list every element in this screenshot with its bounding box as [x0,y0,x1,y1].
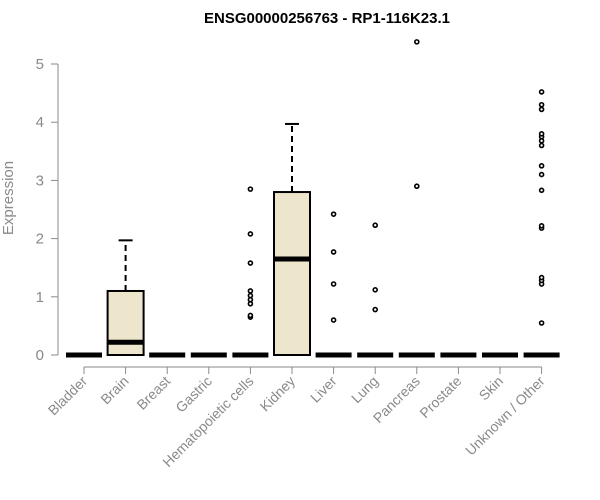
outlier-point [247,312,254,319]
y-tick-label: 1 [36,289,44,306]
outlier-point [247,288,254,294]
outlier-point [538,274,545,281]
outlier-point [372,306,379,313]
outlier-point [247,186,254,192]
outlier-point [413,39,420,45]
x-tick-label: Prostate [416,373,464,421]
box-unknown-other [523,89,560,358]
x-tick-label: Lung [348,373,381,406]
y-tick-label: 2 [36,231,44,248]
outlier-point [538,106,545,113]
iqr-box [273,191,311,356]
outlier-point [538,101,545,108]
outlier-point [372,222,379,229]
box-brain [106,239,145,357]
outlier-point [372,287,379,293]
y-axis: 0 1 2 3 4 5 [36,56,59,364]
box-hematopoietic-cells [232,186,269,358]
x-tick-label: Brain [97,373,131,407]
x-tick-label: Unknown / Other [462,373,548,459]
outlier-point [538,142,545,149]
x-tick-label: Liver [307,373,340,406]
outlier-point [538,131,545,137]
x-tick-label: Skin [476,373,507,404]
y-axis-label: Expression [0,161,17,235]
chart-title: ENSG00000256763 - RP1-116K23.1 [204,10,450,27]
outlier-point [330,281,337,287]
y-tick-label: 5 [36,56,44,73]
x-tick-label: Bladder [45,373,91,419]
outlier-point [538,320,545,326]
outlier-point [538,187,545,194]
y-tick-label: 4 [36,114,44,131]
box-liver [315,211,352,358]
outlier-point [330,249,337,255]
outlier-point [538,163,545,169]
outlier-point [330,211,337,217]
outlier-point [538,89,545,95]
y-tick-label: 0 [36,347,44,364]
iqr-box [106,289,145,357]
box-pancreas [398,39,435,358]
outlier-point [247,231,254,237]
outlier-point [247,260,254,266]
outlier-point [413,183,420,190]
box-lung [357,222,394,358]
x-tick-label: Kidney [257,373,299,415]
outlier-point [247,292,254,299]
outlier-point [330,317,337,323]
outlier-point [538,171,545,178]
box-group [66,39,560,358]
box-kidney [273,122,311,356]
y-tick-label: 3 [36,172,44,189]
x-tick-label: Breast [133,373,173,413]
outlier-point [538,222,545,229]
